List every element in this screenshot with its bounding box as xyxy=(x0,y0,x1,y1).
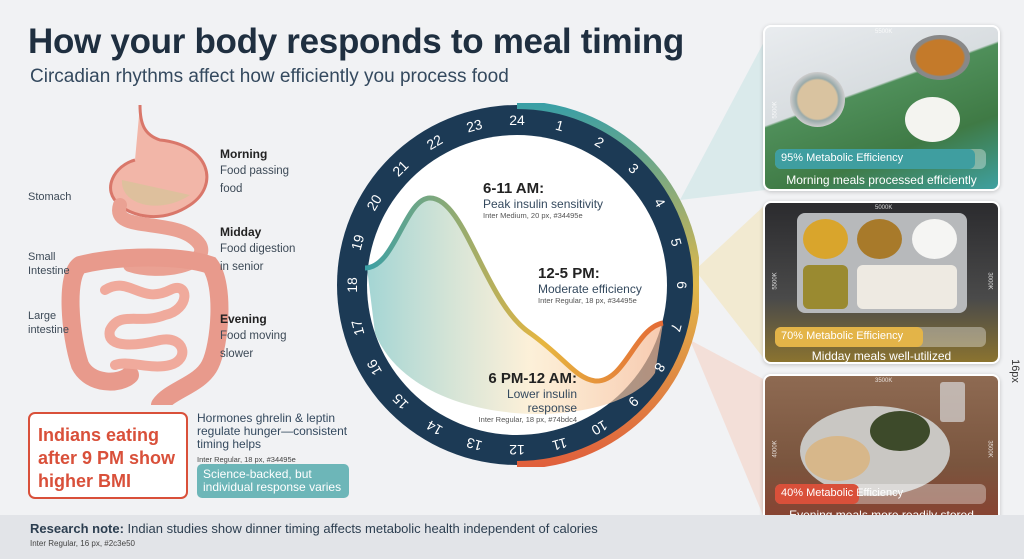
research-note: Research note: Indian studies show dinne… xyxy=(0,515,1024,559)
efficiency-fill xyxy=(775,327,923,347)
water-glass-image xyxy=(940,382,965,422)
page-title: How your body responds to meal timing xyxy=(28,22,684,61)
hour-label-7: 7 xyxy=(668,322,686,334)
coffee-image xyxy=(790,72,845,127)
page-subtitle: Circadian rhythms affect how efficiently… xyxy=(30,66,509,87)
segment-morning: 6-11 AM: Peak insulin sensitivity Inter Me… xyxy=(483,180,604,220)
roti-plate-image xyxy=(800,406,950,496)
hour-label-17: 17 xyxy=(348,318,368,337)
meal-card-morning: 5500K 5500K 95% Metabolic Efficiency Mor… xyxy=(763,25,1000,191)
efficiency-curve xyxy=(364,195,664,384)
caption-morning: Morning meals processed efficiently xyxy=(786,173,977,187)
hour-label-20: 20 xyxy=(363,192,385,214)
idli-image xyxy=(905,97,960,142)
efficiency-area xyxy=(367,198,663,414)
segment-evening: 6 PM-12 AM: Lower insulin response Inter R… xyxy=(478,370,577,424)
caption-midday: Midday meals well-utilized xyxy=(811,349,952,363)
hour-label-24: 24 xyxy=(509,112,525,128)
label-stomach: Stomach xyxy=(28,191,72,203)
hour-label-14: 14 xyxy=(424,417,446,439)
science-badge: Science-backed, but individual response … xyxy=(197,464,349,498)
hour-label-6: 6 xyxy=(674,281,690,289)
thali-image xyxy=(797,213,967,313)
hormones-note: Hormones ghrelin & leptin regulate hunge… xyxy=(197,411,348,465)
efficiency-bar-morning: 95% Metabolic Efficiency xyxy=(775,149,986,169)
hour-label-13: 13 xyxy=(464,435,483,455)
hour-label-10: 10 xyxy=(589,417,611,439)
label-small-intestine: Small Intestine xyxy=(28,251,70,277)
meal-card-midday: 5000K 5500K 3000K 70% Metabolic Efficien… xyxy=(763,201,1000,364)
digestive-system-illustration xyxy=(61,105,229,405)
label-large-intestine: Large intestine xyxy=(28,310,69,336)
segment-midday: 12-5 PM: Moderate efficiency Inter Regular… xyxy=(538,265,642,305)
efficiency-bar-midday: 70% Metabolic Efficiency xyxy=(775,327,986,347)
hour-label-23: 23 xyxy=(465,116,484,136)
hour-label-22: 22 xyxy=(424,131,446,153)
connector-wedges xyxy=(680,40,765,520)
hour-label-1: 1 xyxy=(554,117,566,135)
sambar-image xyxy=(910,35,970,80)
efficiency-bar-evening: 40% Metabolic Efficiency xyxy=(775,484,986,504)
annotation-morning: Morning Food passing food xyxy=(220,147,290,195)
hour-label-5: 5 xyxy=(668,236,686,248)
hour-label-19: 19 xyxy=(348,232,368,251)
annotation-midday: Midday Food digestion in senior xyxy=(220,225,296,273)
hour-label-12: 12 xyxy=(509,442,525,458)
hour-label-18: 18 xyxy=(344,277,360,293)
hour-label-11: 11 xyxy=(550,435,568,454)
bmi-callout: Indians eating after 9 PM show higher BM… xyxy=(28,412,188,499)
annotation-evening: Evening Food moving slower xyxy=(220,312,287,360)
efficiency-fill xyxy=(775,149,976,169)
hour-label-16: 16 xyxy=(363,357,385,379)
efficiency-fill xyxy=(775,484,860,504)
clock-outer-arc xyxy=(516,103,699,467)
meal-card-evening: 3500K 4000K 3500K 40% Metabolic Efficien… xyxy=(763,374,1000,527)
side-note: 16px xyxy=(1008,359,1021,383)
